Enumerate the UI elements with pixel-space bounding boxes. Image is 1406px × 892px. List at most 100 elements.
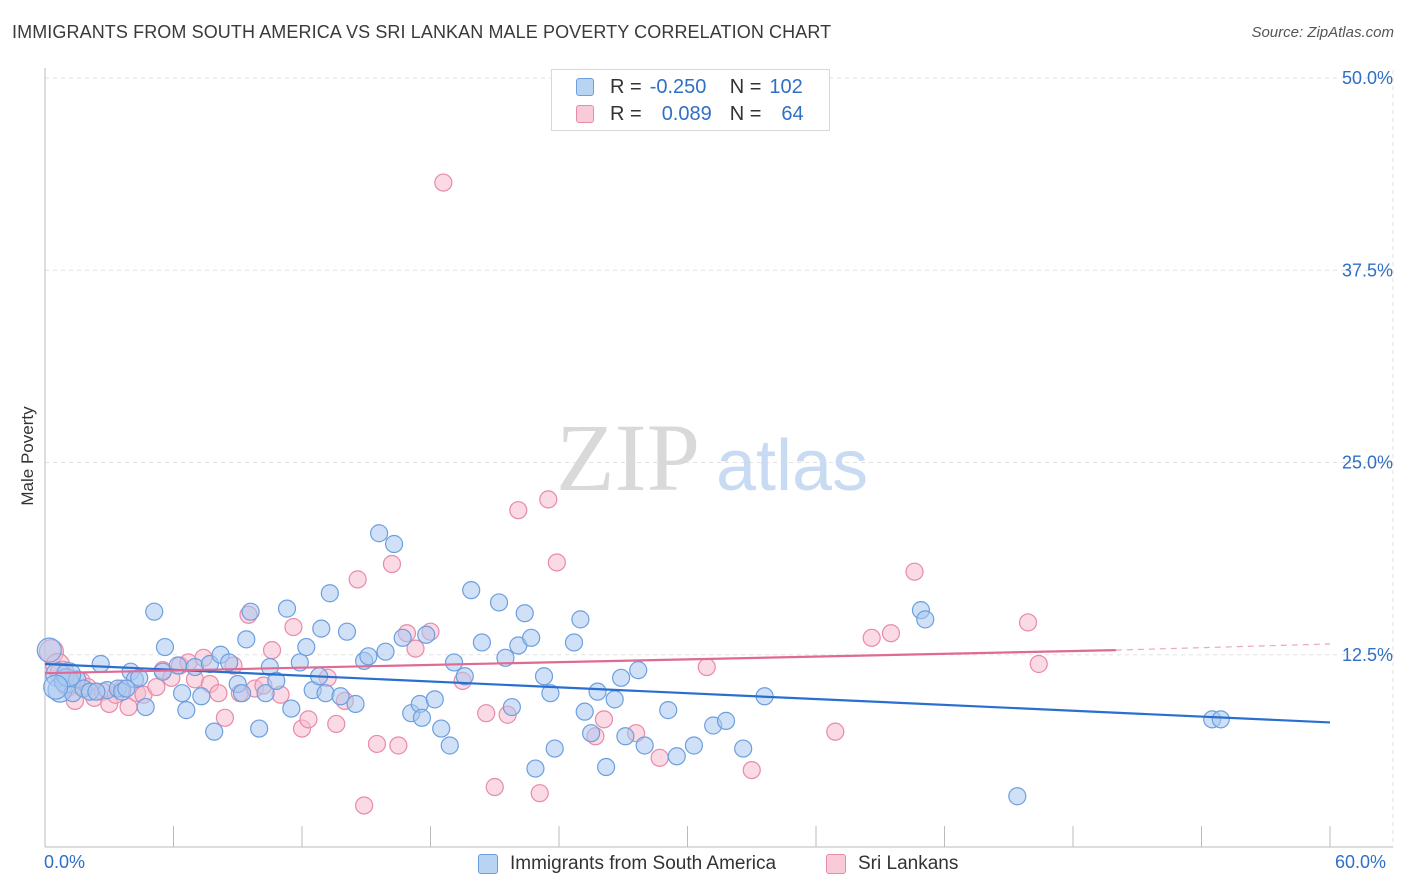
sri-lankans-point (485, 777, 504, 797)
south-america-point (916, 610, 935, 629)
bottom-legend-sri-lankans: Sri Lankans (826, 852, 958, 876)
south-america-point (282, 699, 301, 718)
south-america-point (370, 524, 389, 543)
x-tick-max: 60.0% (1335, 852, 1387, 872)
sri-lankans-point (539, 490, 558, 509)
south-america-point (267, 671, 286, 690)
south-america-trend-line (44, 662, 1331, 724)
south-america-point (545, 739, 564, 758)
south-america-point (87, 682, 106, 701)
south-america-point (177, 701, 196, 720)
sri-lankans-point (826, 722, 845, 741)
south-america-point (444, 653, 464, 672)
pink-swatch (576, 105, 594, 123)
sri-lankans-point (477, 704, 496, 723)
sri-lankans-point (862, 628, 881, 647)
south-america-point (205, 722, 224, 741)
sri-lankans-point (367, 734, 387, 754)
sri-lankans-point (389, 736, 408, 755)
south-america-point (384, 534, 404, 554)
south-america-point (312, 619, 331, 638)
r-label: R = (610, 102, 642, 125)
south-america-point (346, 694, 365, 714)
south-america-point (502, 697, 521, 717)
south-america-point (588, 682, 607, 701)
south-america-point (667, 747, 686, 766)
legend-label: Sri Lankans (858, 853, 959, 874)
south-america-point (172, 684, 192, 703)
south-america-point (716, 711, 736, 730)
n-value: 102 (769, 75, 803, 98)
south-america-point (417, 625, 436, 644)
south-america-point (232, 684, 252, 703)
south-america-point (425, 690, 444, 709)
south-america-point (250, 719, 269, 738)
sri-lankans-point (594, 710, 614, 729)
sri-lankans-point (284, 617, 303, 637)
south-america-point (36, 637, 62, 663)
n-value: 64 (781, 102, 804, 125)
y-tick-labels: 12.5% 25.0% 37.5% 50.0% (1342, 68, 1393, 665)
south-america-point (155, 637, 175, 657)
south-america-point (684, 736, 704, 755)
south-america-point (297, 637, 316, 657)
south-america-point (612, 668, 631, 687)
south-america-point (192, 687, 211, 706)
south-america-points (36, 524, 1230, 806)
legend-row-sri-lankans: R = 0.089 N = 64 (576, 101, 804, 127)
sri-lankans-point (509, 501, 528, 520)
sri-lankans-point (1029, 654, 1048, 674)
south-america-point (489, 593, 509, 612)
sri-lankans-point (327, 714, 346, 734)
south-america-point (145, 602, 164, 621)
south-america-point (393, 628, 412, 647)
sri-lankans-point (382, 554, 402, 574)
south-america-point (316, 684, 335, 703)
sri-lankans-point (905, 562, 924, 581)
watermark: ZIP atlas (556, 404, 868, 511)
x-tick-min: 0.0% (44, 852, 86, 872)
south-america-point (185, 657, 205, 677)
south-america-point (515, 604, 534, 623)
r-value: 0.089 (661, 102, 712, 125)
y-tick-label: 37.5% (1342, 260, 1393, 280)
sri-lankans-point (348, 570, 367, 589)
sri-lankans-point (262, 641, 282, 660)
sri-lankans-point (697, 657, 716, 677)
south-america-point (432, 719, 451, 738)
n-label: N = (729, 102, 762, 125)
blue-swatch (478, 854, 498, 874)
south-america-point (575, 702, 594, 721)
south-america-point (91, 654, 110, 674)
legend-label: Immigrants from South America (510, 853, 777, 874)
south-america-point (455, 667, 474, 686)
sri-lankans-point (434, 173, 453, 192)
south-america-point (734, 739, 753, 758)
sri-lankans-trend-line (44, 649, 1116, 675)
sri-lankans-point (650, 748, 669, 767)
south-america-point (220, 653, 239, 672)
south-america-point (564, 633, 584, 652)
south-america-point (1211, 710, 1230, 729)
south-america-point (582, 724, 601, 743)
sri-lankans-point (406, 639, 425, 658)
south-america-point (241, 602, 260, 621)
south-america-point (659, 701, 678, 720)
south-america-point (1008, 787, 1027, 806)
south-america-point (337, 622, 357, 641)
sri-lankans-point (547, 553, 566, 572)
south-america-point (331, 687, 350, 706)
south-america-point (571, 610, 590, 629)
sri-lankans-point (355, 796, 374, 815)
sri-lankans-point (299, 710, 318, 729)
trend-lines (44, 643, 1331, 724)
sri-lankans-trend-extension (1115, 643, 1331, 651)
south-america-point (496, 648, 515, 667)
south-america-point (376, 642, 395, 661)
south-america-point (256, 684, 275, 703)
south-america-point (237, 630, 256, 649)
chart-title: IMMIGRANTS FROM SOUTH AMERICA VS SRI LAN… (12, 22, 832, 42)
south-america-point (440, 736, 459, 755)
n-label: N = (729, 75, 762, 98)
south-america-point (597, 757, 616, 777)
